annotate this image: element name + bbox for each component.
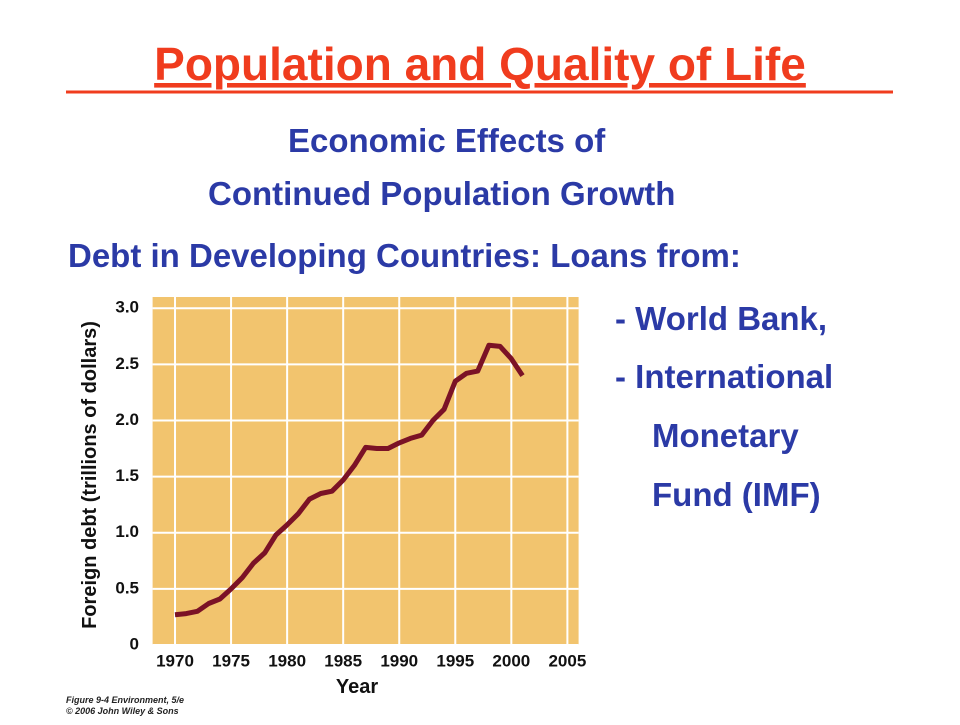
x-tick-label: 2000 <box>492 651 530 670</box>
list-item: - World Bank, <box>615 300 827 337</box>
slide-title: Population and Quality of Life <box>154 38 806 90</box>
y-tick-label: 2.0 <box>115 410 139 429</box>
data-line <box>174 342 525 618</box>
x-tick-label: 1985 <box>324 651 362 670</box>
x-tick-label: 2005 <box>548 651 586 670</box>
y-tick-label: 2.5 <box>115 354 139 373</box>
y-tick-label: 0.5 <box>115 578 139 597</box>
plot-area <box>152 297 579 645</box>
x-axis-label: Year <box>336 676 378 698</box>
chart: 1970 1975 1980 1985 1990 1995 2000 2005 0 0.5 1.0 1… <box>79 297 586 698</box>
x-tick-label: 1990 <box>380 651 418 670</box>
caption: Figure 9-4 Environment, 5/e <box>66 695 184 705</box>
list-item: Fund (IMF) <box>652 476 821 513</box>
caption: © 2006 John Wiley & Sons <box>66 706 179 716</box>
y-tick-label: 0 <box>130 634 139 653</box>
subtitle: Economic Effects of <box>288 122 606 159</box>
subtitle: Debt in Developing Countries: Loans from… <box>68 237 741 274</box>
subtitle: Continued Population Growth <box>208 175 675 212</box>
y-tick-label: 1.0 <box>115 522 139 541</box>
list-item: Monetary <box>652 417 799 454</box>
y-tick-label: 1.5 <box>115 466 139 485</box>
x-tick-label: 1995 <box>436 651 474 670</box>
x-tick-label: 1980 <box>268 651 306 670</box>
x-tick-label: 1970 <box>156 651 194 670</box>
y-tick-label: 3.0 <box>115 298 139 317</box>
y-axis-label: Foreign debt (trillions of dollars) <box>79 321 101 629</box>
x-tick-label: 1975 <box>212 651 250 670</box>
list-item: - International <box>615 358 833 395</box>
